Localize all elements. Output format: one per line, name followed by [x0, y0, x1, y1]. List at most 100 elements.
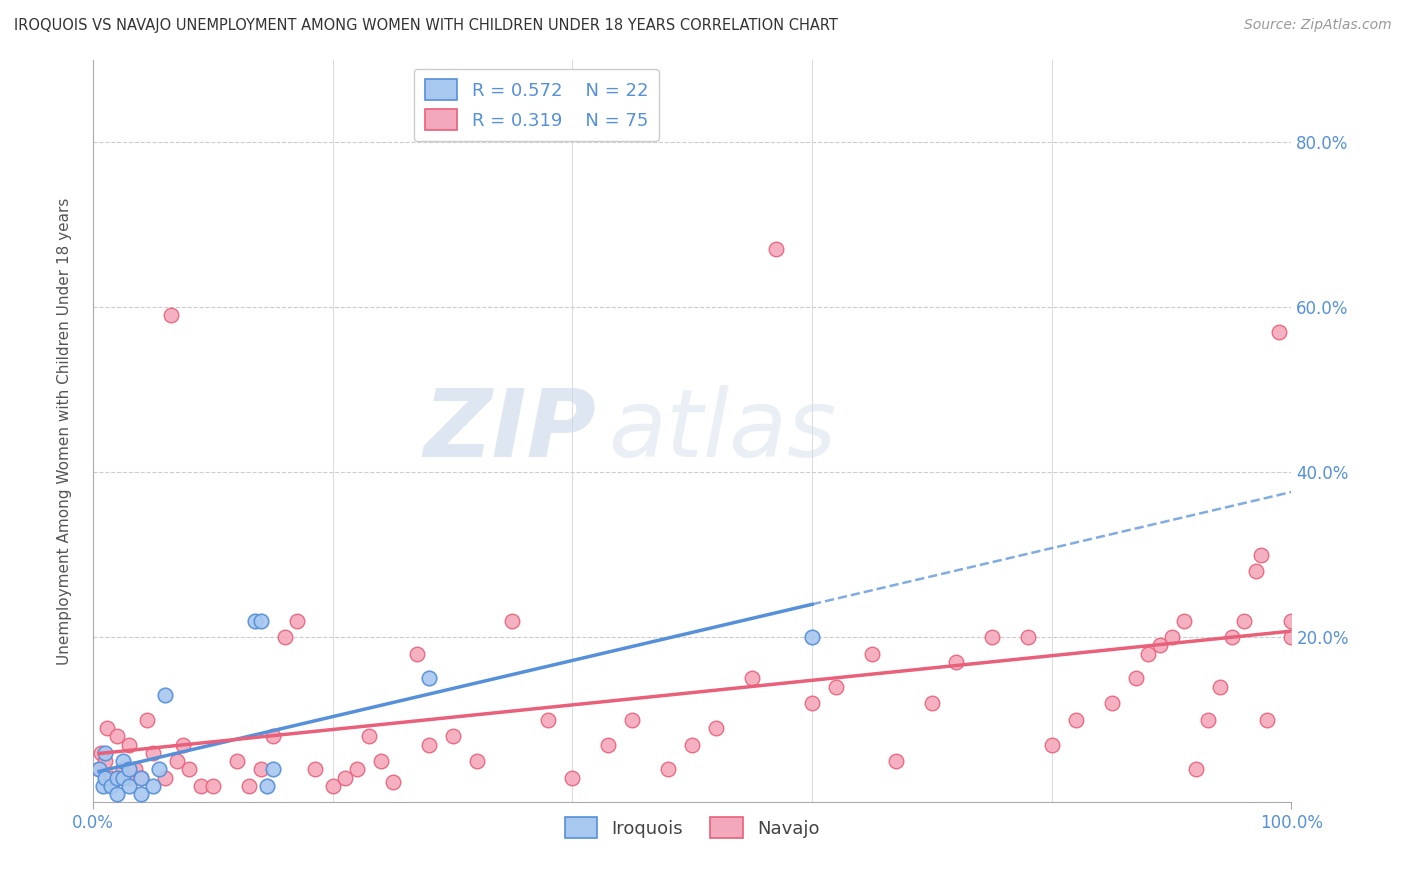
- Point: [142, 779, 165, 793]
- Point: [561, 771, 583, 785]
- Text: atlas: atlas: [609, 385, 837, 476]
- Point: [256, 779, 278, 793]
- Point: [657, 762, 679, 776]
- Point: [1017, 630, 1039, 644]
- Point: [1149, 639, 1171, 653]
- Point: [1101, 696, 1123, 710]
- Point: [704, 721, 727, 735]
- Point: [357, 729, 380, 743]
- Point: [148, 762, 170, 776]
- Point: [980, 630, 1002, 644]
- Point: [1232, 614, 1254, 628]
- Point: [1125, 672, 1147, 686]
- Text: Source: ZipAtlas.com: Source: ZipAtlas.com: [1244, 18, 1392, 32]
- Point: [166, 754, 188, 768]
- Point: [1220, 630, 1243, 644]
- Point: [1184, 762, 1206, 776]
- Point: [94, 754, 117, 768]
- Text: IROQUOIS VS NAVAJO UNEMPLOYMENT AMONG WOMEN WITH CHILDREN UNDER 18 YEARS CORRELA: IROQUOIS VS NAVAJO UNEMPLOYMENT AMONG WO…: [14, 18, 838, 33]
- Point: [405, 647, 427, 661]
- Point: [100, 771, 122, 785]
- Point: [945, 655, 967, 669]
- Point: [118, 779, 141, 793]
- Point: [1281, 630, 1303, 644]
- Text: ZIP: ZIP: [423, 385, 596, 477]
- Point: [1064, 713, 1087, 727]
- Point: [105, 771, 128, 785]
- Legend: Iroquois, Navajo: Iroquois, Navajo: [557, 810, 827, 846]
- Point: [87, 762, 110, 776]
- Point: [465, 754, 488, 768]
- Point: [1268, 325, 1291, 339]
- Point: [153, 771, 176, 785]
- Point: [262, 729, 284, 743]
- Point: [621, 713, 644, 727]
- Point: [129, 771, 152, 785]
- Point: [741, 672, 763, 686]
- Point: [111, 754, 134, 768]
- Point: [118, 771, 141, 785]
- Point: [274, 630, 297, 644]
- Point: [346, 762, 368, 776]
- Point: [801, 630, 824, 644]
- Point: [90, 746, 112, 760]
- Point: [537, 713, 560, 727]
- Point: [370, 754, 392, 768]
- Point: [801, 696, 824, 710]
- Point: [381, 774, 404, 789]
- Point: [765, 243, 787, 257]
- Point: [1256, 713, 1278, 727]
- Point: [262, 762, 284, 776]
- Point: [111, 762, 134, 776]
- Point: [153, 688, 176, 702]
- Point: [501, 614, 523, 628]
- Point: [111, 771, 134, 785]
- Point: [238, 779, 260, 793]
- Point: [1244, 564, 1267, 578]
- Point: [129, 771, 152, 785]
- Point: [118, 762, 141, 776]
- Point: [1040, 738, 1063, 752]
- Point: [124, 762, 146, 776]
- Point: [1160, 630, 1182, 644]
- Point: [1208, 680, 1230, 694]
- Point: [1250, 548, 1272, 562]
- Point: [860, 647, 883, 661]
- Point: [333, 771, 356, 785]
- Point: [225, 754, 247, 768]
- Point: [322, 779, 344, 793]
- Point: [418, 672, 440, 686]
- Point: [825, 680, 848, 694]
- Point: [105, 787, 128, 801]
- Point: [177, 762, 200, 776]
- Y-axis label: Unemployment Among Women with Children Under 18 years: Unemployment Among Women with Children U…: [58, 197, 72, 665]
- Point: [129, 787, 152, 801]
- Point: [243, 614, 266, 628]
- Point: [285, 614, 308, 628]
- Point: [172, 738, 194, 752]
- Point: [94, 746, 117, 760]
- Point: [1136, 647, 1159, 661]
- Point: [91, 779, 114, 793]
- Point: [105, 771, 128, 785]
- Point: [304, 762, 326, 776]
- Point: [921, 696, 943, 710]
- Point: [1173, 614, 1195, 628]
- Point: [681, 738, 703, 752]
- Point: [160, 309, 183, 323]
- Point: [118, 738, 141, 752]
- Point: [441, 729, 464, 743]
- Point: [884, 754, 907, 768]
- Point: [1197, 713, 1219, 727]
- Point: [598, 738, 620, 752]
- Point: [100, 779, 122, 793]
- Point: [94, 771, 117, 785]
- Point: [136, 713, 159, 727]
- Point: [105, 729, 128, 743]
- Point: [418, 738, 440, 752]
- Point: [190, 779, 212, 793]
- Point: [96, 721, 118, 735]
- Point: [87, 762, 110, 776]
- Point: [142, 746, 165, 760]
- Point: [249, 762, 271, 776]
